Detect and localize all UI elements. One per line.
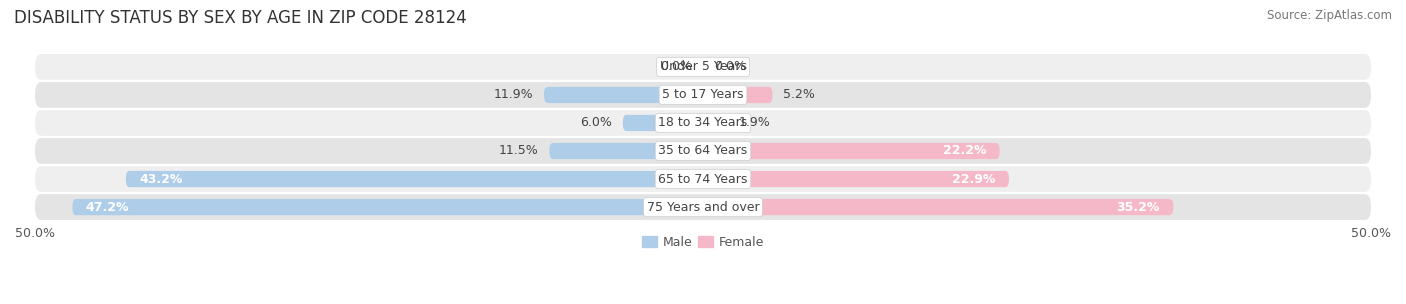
FancyBboxPatch shape: [703, 171, 1010, 187]
Text: 1.9%: 1.9%: [740, 116, 770, 130]
FancyBboxPatch shape: [623, 115, 703, 131]
Text: 22.9%: 22.9%: [952, 173, 995, 185]
Text: 0.0%: 0.0%: [661, 60, 692, 73]
Text: Source: ZipAtlas.com: Source: ZipAtlas.com: [1267, 9, 1392, 22]
Text: 75 Years and over: 75 Years and over: [647, 201, 759, 213]
Text: 18 to 34 Years: 18 to 34 Years: [658, 116, 748, 130]
Text: DISABILITY STATUS BY SEX BY AGE IN ZIP CODE 28124: DISABILITY STATUS BY SEX BY AGE IN ZIP C…: [14, 9, 467, 27]
FancyBboxPatch shape: [544, 87, 703, 103]
FancyBboxPatch shape: [35, 166, 1371, 192]
Text: Under 5 Years: Under 5 Years: [659, 60, 747, 73]
Text: 35.2%: 35.2%: [1116, 201, 1160, 213]
Text: 43.2%: 43.2%: [139, 173, 183, 185]
Text: 5 to 17 Years: 5 to 17 Years: [662, 88, 744, 102]
FancyBboxPatch shape: [35, 110, 1371, 136]
FancyBboxPatch shape: [35, 138, 1371, 164]
Text: 65 to 74 Years: 65 to 74 Years: [658, 173, 748, 185]
FancyBboxPatch shape: [35, 54, 1371, 80]
Text: 5.2%: 5.2%: [783, 88, 815, 102]
FancyBboxPatch shape: [127, 171, 703, 187]
Legend: Male, Female: Male, Female: [637, 231, 769, 254]
FancyBboxPatch shape: [703, 115, 728, 131]
FancyBboxPatch shape: [703, 199, 1173, 215]
Text: 22.2%: 22.2%: [943, 144, 986, 157]
Text: 11.9%: 11.9%: [494, 88, 533, 102]
FancyBboxPatch shape: [72, 199, 703, 215]
Text: 11.5%: 11.5%: [499, 144, 538, 157]
Text: 47.2%: 47.2%: [86, 201, 129, 213]
Text: 0.0%: 0.0%: [714, 60, 745, 73]
Text: 35 to 64 Years: 35 to 64 Years: [658, 144, 748, 157]
FancyBboxPatch shape: [703, 143, 1000, 159]
FancyBboxPatch shape: [35, 194, 1371, 220]
FancyBboxPatch shape: [703, 87, 772, 103]
Text: 6.0%: 6.0%: [581, 116, 612, 130]
FancyBboxPatch shape: [35, 82, 1371, 108]
FancyBboxPatch shape: [550, 143, 703, 159]
